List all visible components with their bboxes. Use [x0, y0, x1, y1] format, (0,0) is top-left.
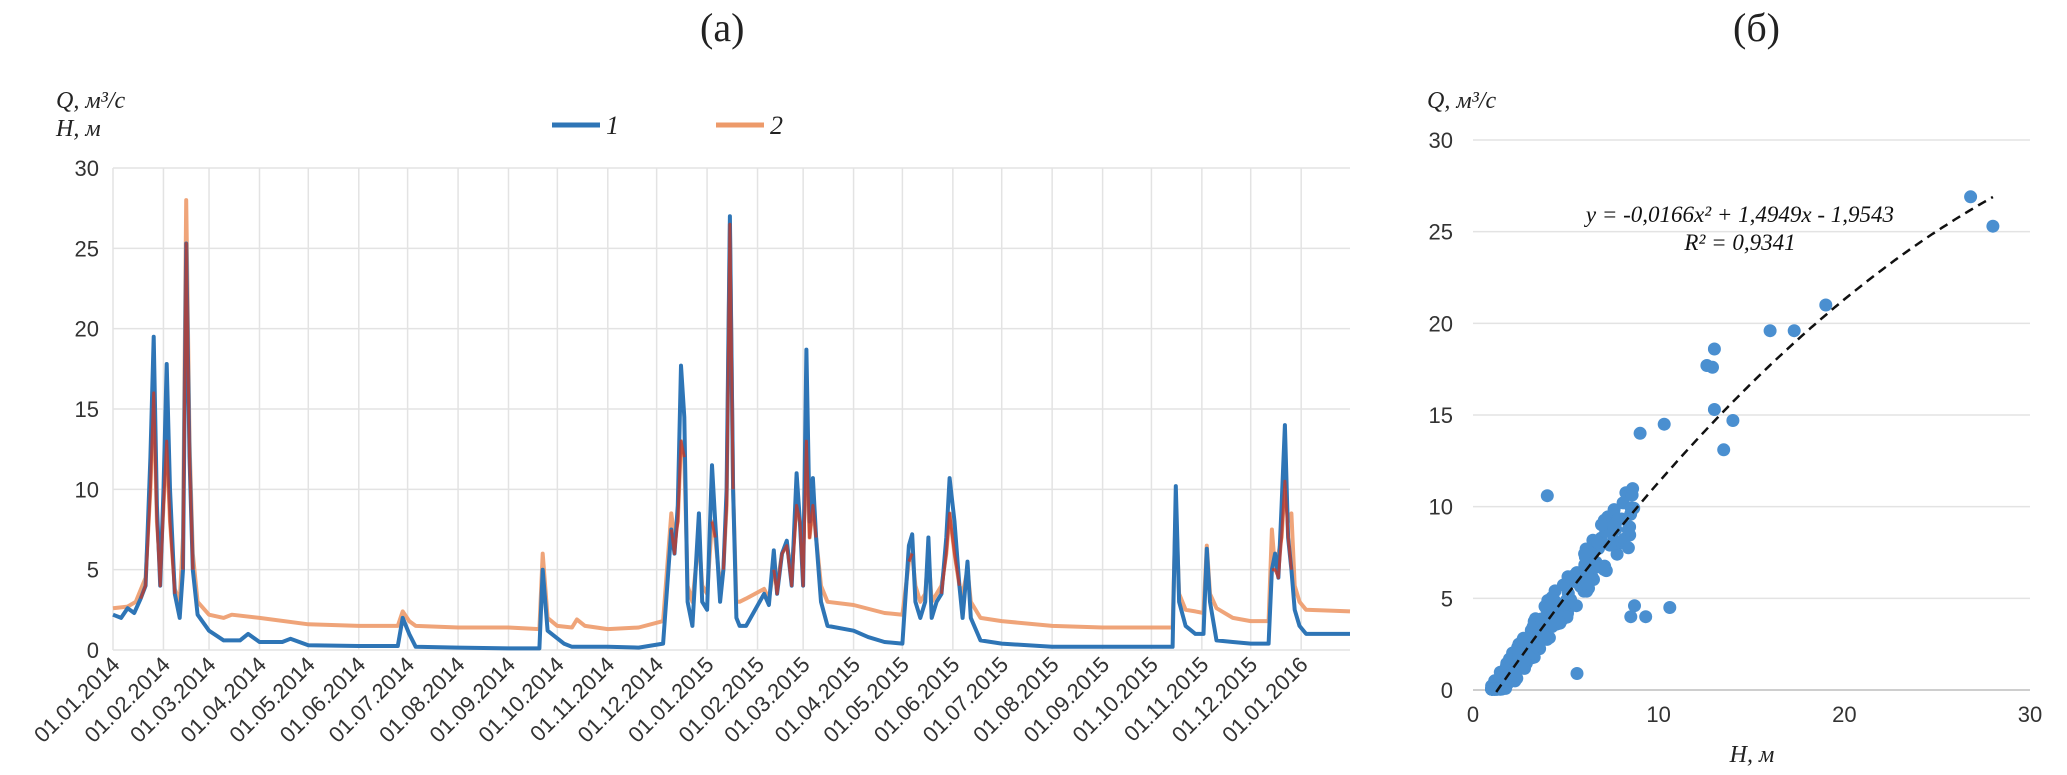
- y-tick-label: 15: [75, 397, 99, 422]
- scatter-point: [1707, 403, 1721, 416]
- scatter-point: [1621, 541, 1635, 555]
- scatter-point: [1726, 414, 1740, 427]
- scatter-point: [1595, 518, 1608, 532]
- scatter-point: [1540, 489, 1554, 503]
- scatter-point: [1499, 681, 1513, 695]
- scatter-point: [1537, 629, 1551, 643]
- scatter-chart: 0 5 10 15 20 25 30 0 10 20 30 Q, м³/с H, м y = -0,016…: [1427, 88, 2042, 768]
- scatter-point: [1570, 667, 1584, 680]
- scatter-point: [1534, 612, 1548, 626]
- y-tick-label: 15: [1429, 403, 1453, 428]
- y-tick-label: 0: [1441, 678, 1453, 703]
- scatter-point: [1610, 547, 1624, 561]
- y-tick-label: 5: [1441, 586, 1453, 611]
- trend-equation: y = -0,0166x² + 1,4949x - 1,9543: [1584, 202, 1894, 227]
- scatter-point: [1819, 298, 1833, 312]
- scatter-point: [1621, 523, 1635, 537]
- scatter-point: [1706, 360, 1719, 374]
- scatter-point: [1763, 324, 1777, 338]
- scatter-point: [1986, 219, 2000, 233]
- y-tick-label: 5: [87, 558, 99, 583]
- legend-label-2: 2: [770, 111, 783, 140]
- scatter-point: [1603, 538, 1617, 552]
- scatter-point: [1657, 417, 1671, 431]
- y-tick-label: 20: [1429, 311, 1453, 336]
- x-tick-label: 30: [2018, 702, 2042, 727]
- scatter-point: [1663, 601, 1677, 614]
- x-tick-label: 20: [1832, 702, 1856, 727]
- x-axis-title: H, м: [1729, 742, 1775, 768]
- scatter-point: [1508, 664, 1522, 678]
- trendline: [1495, 195, 1994, 693]
- scatter-point: [1628, 599, 1641, 613]
- scatter-point: [1512, 647, 1526, 660]
- panel-a-label: (а): [700, 5, 745, 50]
- scatter-point: [1624, 610, 1638, 624]
- r-squared-label: R² = 0,9341: [1683, 230, 1795, 255]
- y-tick-label: 25: [1429, 220, 1453, 245]
- scatter-point: [1626, 482, 1640, 496]
- y-axis-title: Q, м³/с: [1427, 88, 1497, 114]
- scatter-point: [1588, 560, 1602, 574]
- y-axis-title-line2: H, м: [55, 116, 101, 142]
- scatter-point: [1544, 618, 1557, 632]
- x-tick-label: 0: [1467, 702, 1479, 727]
- y-tick-label: 10: [75, 477, 99, 502]
- y-tick-label: 20: [75, 317, 99, 342]
- scatter-point: [1787, 324, 1801, 338]
- scatter-point: [1578, 547, 1592, 561]
- y-tick-label: 30: [1429, 128, 1453, 153]
- scatter-point: [1707, 342, 1721, 356]
- scatter-point: [1633, 426, 1647, 440]
- legend-label-1: 1: [606, 111, 619, 140]
- y-tick-label: 25: [75, 236, 99, 261]
- scatter-point: [1591, 535, 1605, 549]
- y-tick-label: 10: [1429, 495, 1453, 520]
- y-tick-label: 30: [75, 156, 99, 181]
- panel-b-label: (б): [1733, 5, 1780, 50]
- scatter-point: [1580, 576, 1594, 590]
- x-tick-label: 10: [1646, 702, 1670, 727]
- line-chart: 05101520253001.01.201401.02.201401.03.20…: [29, 88, 1351, 747]
- scatter-point: [1717, 443, 1731, 457]
- series-1-line: [112, 214, 1350, 651]
- scatter-point: [1964, 190, 1978, 204]
- scatter-point: [1639, 610, 1653, 624]
- scatter-point: [1606, 520, 1620, 534]
- y-tick-label: 0: [87, 638, 99, 663]
- y-axis-title-line1: Q, м³/с: [56, 88, 126, 114]
- scatter-point: [1543, 597, 1557, 611]
- scatter-point: [1517, 636, 1531, 650]
- scatter-point: [1564, 593, 1578, 607]
- series-overlap-line: [139, 222, 1293, 600]
